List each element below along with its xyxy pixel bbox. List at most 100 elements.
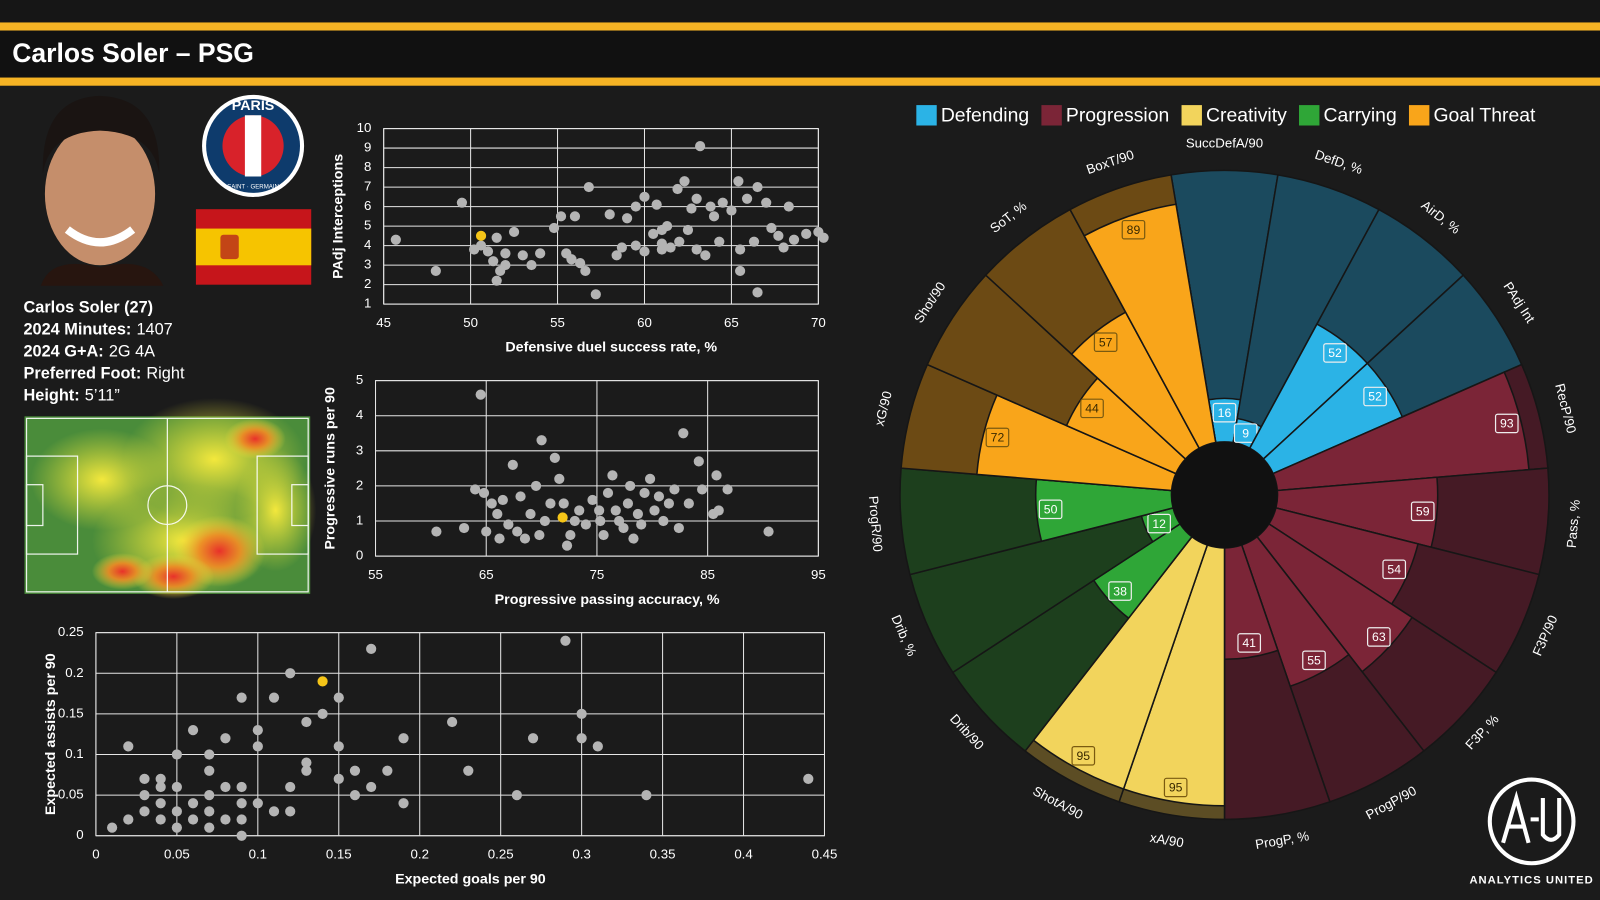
y-tick-label: 9 — [364, 140, 371, 155]
x-axis-label: Defensive duel success rate, % — [505, 340, 717, 356]
value-label: 59 — [1416, 505, 1430, 519]
point — [171, 781, 182, 793]
value-label: 12 — [1152, 517, 1166, 531]
value-box — [985, 427, 1010, 448]
profile-label: 2024 G+A: — [23, 343, 103, 361]
header-bar — [0, 30, 1600, 78]
value-box — [1363, 386, 1387, 407]
point — [139, 773, 150, 784]
point — [583, 181, 594, 193]
plot-frame — [95, 632, 825, 837]
point — [717, 197, 728, 208]
point — [478, 487, 490, 499]
point — [187, 798, 199, 809]
point — [204, 822, 215, 833]
profile-value: Right — [146, 365, 185, 383]
point — [752, 181, 763, 193]
center-hole — [1171, 441, 1278, 548]
point — [252, 741, 263, 752]
point — [171, 822, 182, 833]
point — [610, 505, 621, 516]
point — [526, 259, 537, 271]
point — [236, 798, 247, 809]
x-tick-label: 0.2 — [411, 847, 429, 862]
point — [625, 480, 636, 492]
value-box — [1108, 581, 1132, 601]
point — [431, 526, 442, 537]
point — [285, 781, 296, 793]
point — [536, 435, 547, 446]
y-tick-label: 5 — [364, 218, 371, 233]
point — [549, 452, 560, 463]
point — [788, 234, 800, 245]
point — [748, 236, 760, 247]
point — [285, 806, 296, 817]
x-tick-label: 0.1 — [249, 847, 267, 862]
point — [511, 790, 522, 801]
legend-label: Progression — [1066, 104, 1169, 126]
point — [155, 773, 166, 784]
point — [561, 540, 573, 551]
profile-line: 2024 G+A: 2G 4A — [23, 343, 155, 361]
point — [741, 193, 753, 204]
x-tick-label: 0 — [92, 847, 99, 862]
point — [236, 830, 247, 841]
point — [545, 498, 556, 509]
point — [475, 240, 487, 251]
value-label: 16 — [1218, 406, 1232, 420]
point — [558, 498, 569, 509]
point — [695, 141, 706, 152]
point — [491, 232, 502, 243]
point — [204, 790, 215, 801]
point — [611, 250, 622, 261]
point — [107, 822, 118, 833]
value-box — [1366, 627, 1391, 647]
point — [697, 484, 708, 495]
point — [644, 473, 656, 484]
point — [220, 814, 231, 825]
point — [525, 508, 536, 520]
point — [726, 205, 737, 216]
point — [317, 676, 328, 687]
x-tick-label: 55 — [550, 315, 565, 330]
point — [691, 244, 702, 255]
x-tick-label: 45 — [376, 315, 391, 330]
point — [656, 238, 667, 249]
flag — [195, 209, 312, 285]
point — [560, 635, 571, 646]
profile-label: 2024 Minutes: — [23, 321, 131, 339]
point — [783, 201, 794, 212]
point — [317, 708, 328, 719]
point — [700, 250, 711, 261]
point — [507, 459, 518, 470]
point — [649, 505, 660, 516]
legend-swatch — [1408, 105, 1430, 126]
point — [705, 201, 716, 212]
point — [639, 487, 650, 499]
point — [651, 199, 662, 210]
x-axis-label: Expected goals per 90 — [395, 871, 546, 887]
point — [382, 765, 393, 776]
value-label: 38 — [1113, 584, 1127, 598]
value-box — [1302, 650, 1326, 671]
y-axis-label: Expected assists per 90 — [43, 653, 59, 815]
point — [155, 798, 166, 809]
value-box — [1237, 633, 1262, 653]
point — [534, 529, 545, 541]
legend-swatch — [916, 105, 937, 126]
value-box — [1038, 499, 1063, 520]
value-box — [1080, 398, 1104, 419]
point — [123, 741, 134, 752]
scatter-chart: 55 65 75 85 95 0 1 2 3 4 5 Progressive passing accu… — [322, 372, 825, 608]
point — [569, 515, 580, 527]
point — [171, 806, 182, 817]
value-label: 63 — [1372, 630, 1386, 644]
y-tick-label: 4 — [356, 407, 363, 422]
value-box — [1212, 402, 1237, 423]
point — [517, 250, 528, 261]
point — [752, 287, 763, 298]
profile-lines: 2024 Minutes: 1407 2024 G+A: 2G 4A Preferred… — [23, 321, 184, 405]
y-axis-label: PAdj Interceptions — [331, 154, 347, 279]
value-label: 95 — [1169, 781, 1183, 795]
